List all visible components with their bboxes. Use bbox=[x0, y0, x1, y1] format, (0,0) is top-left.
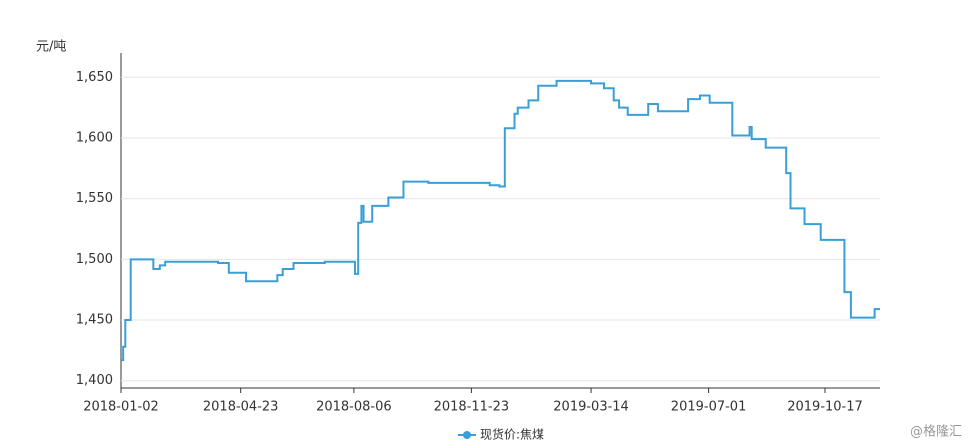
y-tick-label: 1,600 bbox=[76, 130, 113, 145]
x-tick-label: 2018-11-23 bbox=[434, 400, 510, 415]
legend-label: 现货价:焦煤 bbox=[480, 427, 544, 442]
y-tick-label: 1,550 bbox=[76, 191, 113, 206]
watermark: @格隆汇 bbox=[910, 424, 962, 440]
x-tick-label: 2018-04-23 bbox=[203, 400, 279, 415]
y-tick-label: 1,500 bbox=[76, 252, 113, 267]
x-tick-label: 2018-08-06 bbox=[316, 400, 392, 415]
line bbox=[121, 79, 880, 362]
y-tick-label: 1,650 bbox=[76, 70, 113, 85]
x-tick-label: 2019-10-17 bbox=[787, 400, 863, 415]
x-tick-label: 2019-03-14 bbox=[553, 400, 629, 415]
x-tick-label: 2019-07-01 bbox=[671, 400, 747, 415]
legend-marker bbox=[463, 431, 471, 439]
y-tick-label: 1,450 bbox=[76, 313, 113, 328]
y-tick-label: 1,400 bbox=[76, 373, 113, 388]
y-unit: 元/吨 bbox=[36, 40, 66, 55]
x-tick-label: 2018-01-02 bbox=[83, 400, 159, 415]
